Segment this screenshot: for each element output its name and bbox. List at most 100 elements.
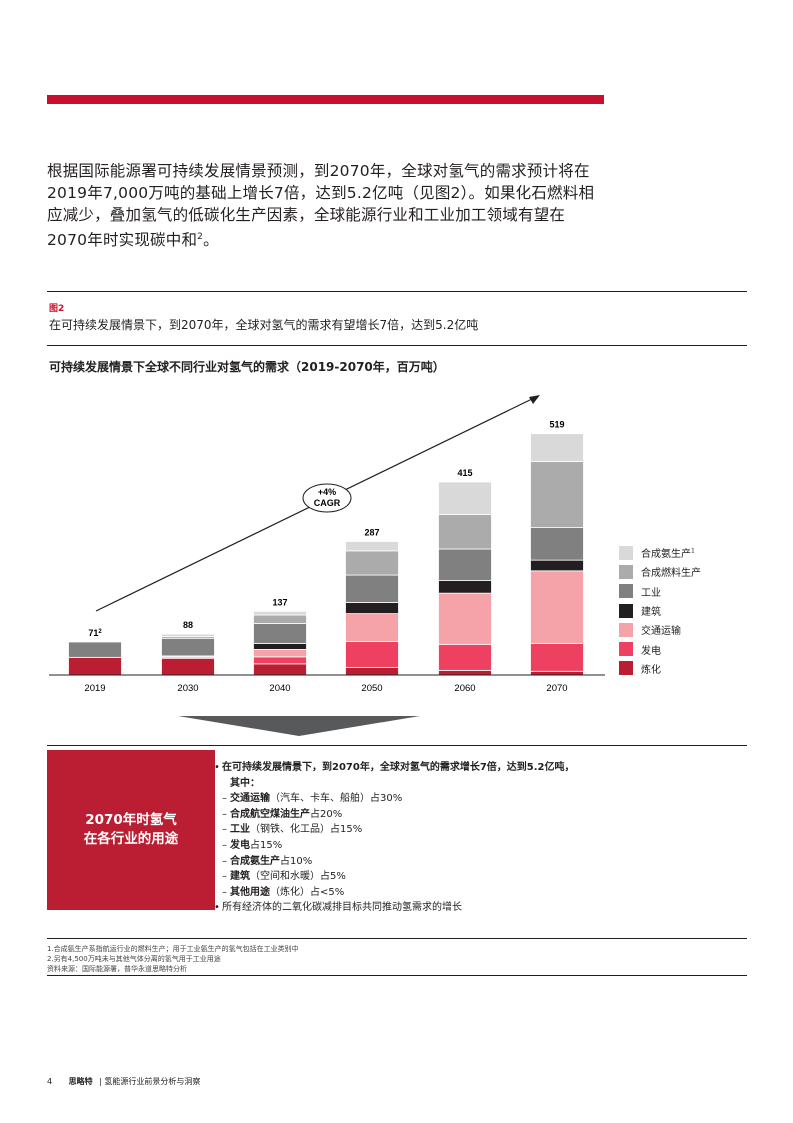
intro-line-4: 2070年时实现碳中和2。 <box>47 226 607 251</box>
chart-legend: 合成氨生产1 合成燃料生产工业建筑交通运输发电炼化 <box>619 543 701 678</box>
footnote-1: 1.合成氨生产系指航运行业的燃料生产；用于工业氨生产的氢气包括在工业类别中 <box>47 945 299 953</box>
callout-item-bold: 建筑 <box>230 871 250 883</box>
legend-label: 合成氨生产1 <box>641 547 695 561</box>
total-label-superscript: 2 <box>98 629 102 635</box>
cagr-label: CAGR <box>314 498 341 508</box>
callout-bullet: – <box>222 886 227 898</box>
legend-swatch <box>619 642 633 657</box>
legend-swatch <box>619 603 633 618</box>
callout-item: – 建筑（空间和水暖）占5% <box>200 869 575 885</box>
intro-footnote-ref: 2 <box>197 232 204 242</box>
callout-item: 其中： <box>200 776 575 792</box>
bar-segment-2060-0 <box>438 669 492 676</box>
page-footer: 4 思略特 | 氢能源行业前景分析与洞察 <box>47 1076 200 1087</box>
callout-bullet: – <box>222 839 227 851</box>
bar-segment-2060-4 <box>438 548 492 582</box>
bar-segment-2050-0 <box>345 667 399 676</box>
legend-label: 发电 <box>641 645 661 657</box>
figure-label: 图2 <box>49 304 65 314</box>
x-tick-label-2040: 2040 <box>269 683 290 694</box>
intro-line-4-text: 2070年时实现碳中和 <box>47 231 198 250</box>
callout-title-line-1: 2070年时氢气 <box>85 812 177 828</box>
callout-item: – 发电占15% <box>200 838 575 854</box>
cagr-value: +4% <box>318 487 336 497</box>
callout-box: 2070年时氢气 在各行业的用途 <box>47 750 215 910</box>
bar-segment-2060-3 <box>438 580 492 594</box>
x-tick-label-2019: 2019 <box>84 683 105 694</box>
legend-item: 交通运输 <box>619 620 701 639</box>
legend-item: 建筑 <box>619 601 701 620</box>
legend-label: 交通运输 <box>641 626 681 638</box>
callout-bullet: – <box>222 824 227 836</box>
x-tick-label-2060: 2060 <box>454 683 475 694</box>
legend-label: 合成燃料生产 <box>641 568 701 580</box>
legend-label: 建筑 <box>641 607 661 619</box>
bar-segment-2070-5 <box>530 461 584 528</box>
callout-item: – 工业（钢铁、化工品）占15% <box>200 822 575 838</box>
callout-item-bold: 合成航空煤油生产 <box>230 808 310 820</box>
callout-item-bold: 发电 <box>230 839 250 851</box>
callout-item-bold: 工业 <box>230 824 250 836</box>
callout-bullet: • <box>214 902 220 914</box>
callout-item: • 在可持续发展情景下，到2070年，全球对氢气的需求增长7倍，达到5.2亿吨， <box>200 760 575 776</box>
footer-title: | 氢能源行业前景分析与洞察 <box>99 1077 201 1086</box>
bar-segment-2040-1 <box>253 656 307 665</box>
total-label-2070: 519 <box>549 420 564 430</box>
bar-segment-2070-4 <box>530 527 584 561</box>
callout-item: • 所有经济体的二氧化碳减排目标共同推动氢需求的增长 <box>200 900 575 916</box>
figure-caption: 在可持续发展情景下，到2070年，全球对氢气的需求有望增长7倍，达到5.2亿吨 <box>49 318 479 332</box>
callout-item: – 其他用途（炼化）占<5% <box>200 885 575 901</box>
bar-segment-2019-0 <box>68 656 122 676</box>
bar-segment-2040-3 <box>253 642 307 650</box>
callout-item-bold: 其他用途 <box>230 886 270 898</box>
legend-item: 合成燃料生产 <box>619 562 701 581</box>
bar-segment-2060-2 <box>438 592 492 645</box>
bar-segment-2040-5 <box>253 614 307 624</box>
bar-segment-2050-1 <box>345 641 399 668</box>
down-arrow-shape <box>178 716 420 736</box>
bar-segment-2050-5 <box>345 550 399 576</box>
bar-segment-2030-4 <box>161 637 215 657</box>
figure-top-rule <box>47 291 747 292</box>
page-number: 4 <box>47 1077 53 1086</box>
footnote-2: 2.另有4,500万吨未与其他气体分离的氢气用于工业用途 <box>47 955 221 963</box>
bar-segment-2050-3 <box>345 602 399 615</box>
bar-segment-2050-2 <box>345 613 399 642</box>
bar-segment-2040-2 <box>253 649 307 658</box>
legend-item: 合成氨生产1 <box>619 543 701 562</box>
callout-bullet: – <box>222 871 227 883</box>
x-tick-label-2050: 2050 <box>361 683 382 694</box>
legend-swatch <box>619 545 633 560</box>
intro-line-2: 2019年7,000万吨的基础上增长7倍，达到5.2亿吨（见图2）。如果化石燃料… <box>47 184 595 202</box>
total-label-2040: 137 <box>272 597 287 607</box>
bar-segment-2050-4 <box>345 574 399 603</box>
bar-segment-2030-6 <box>161 633 215 637</box>
bar-segment-2050-6 <box>345 541 399 552</box>
bar-segment-2070-6 <box>530 433 584 462</box>
bar-segment-2030-0 <box>161 657 215 676</box>
header-red-bar <box>47 95 604 104</box>
callout-item-bold: 其中： <box>230 777 260 789</box>
callout-item-bold: 交通运输 <box>230 793 270 805</box>
callout-item: – 合成氨生产占10% <box>200 854 575 870</box>
legend-item: 炼化 <box>619 659 701 678</box>
intro-line-4-end: 。 <box>203 231 219 250</box>
callout-item-text: 所有经济体的二氧化碳减排目标共同推动氢需求的增长 <box>222 902 462 914</box>
intro-line-3: 应减少，叠加氢气的低碳化生产因素，全球能源行业和工业加工领域有望在 <box>47 206 566 224</box>
legend-swatch <box>619 564 633 579</box>
footnotes-bottom-rule <box>47 975 747 976</box>
legend-item: 工业 <box>619 582 701 601</box>
legend-swatch <box>619 661 633 676</box>
legend-label: 炼化 <box>641 664 661 676</box>
bar-segment-2060-1 <box>438 643 492 671</box>
chart-title: 可持续发展情景下全球不同行业对氢气的需求（2019-2070年，百万吨） <box>49 360 445 374</box>
legend-item: 发电 <box>619 639 701 658</box>
bar-segment-2070-1 <box>530 642 584 672</box>
callout-item-text: 占10% <box>280 855 313 867</box>
callout-item-bold: 合成氨生产 <box>230 855 280 867</box>
intro-paragraph: 根据国际能源署可持续发展情景预测，到2070年，全球对氢气的需求预计将在 201… <box>47 160 607 251</box>
callout-bullet: – <box>222 793 227 805</box>
legend-swatch <box>619 622 633 637</box>
total-label-2019: 712 <box>88 628 102 638</box>
bar-segment-2040-0 <box>253 663 307 676</box>
